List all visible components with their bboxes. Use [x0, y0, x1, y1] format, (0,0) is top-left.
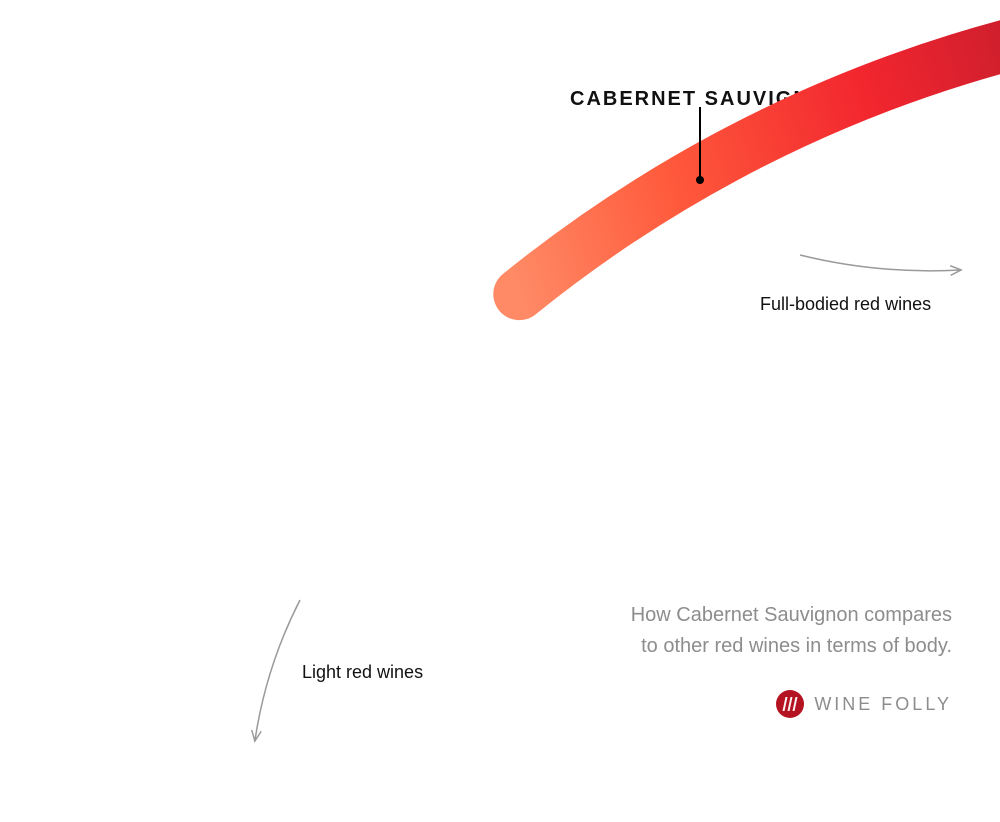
caption-line-2: to other red wines in terms of body.	[641, 635, 952, 657]
arrow-light	[255, 600, 300, 740]
pointer-dot	[696, 176, 704, 184]
caption: How Cabernet Sauvignon compares to other…	[631, 600, 952, 662]
brand-text: WINE FOLLY	[814, 694, 952, 715]
arrow-full	[800, 255, 960, 271]
caption-line-1: How Cabernet Sauvignon compares	[631, 604, 952, 626]
brand: WINE FOLLY	[776, 690, 952, 718]
full-bodied-label: Full-bodied red wines	[760, 294, 931, 315]
light-red-label: Light red wines	[302, 662, 423, 683]
body-scale-arc	[519, 0, 1000, 294]
wine-folly-logo-icon	[776, 690, 804, 718]
wine-body-infographic: CABERNET SAUVIGNON. Light red wines Full…	[0, 0, 1000, 822]
